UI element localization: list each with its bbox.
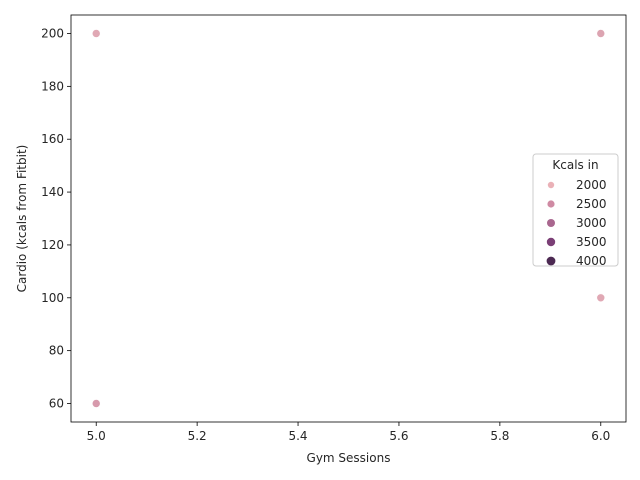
legend-label: 2500 — [576, 197, 607, 211]
legend-marker — [547, 200, 555, 208]
x-tick-label: 5.2 — [188, 429, 207, 443]
y-tick-label: 200 — [41, 27, 64, 41]
legend-title: Kcals in — [552, 158, 598, 172]
legend-marker — [547, 219, 555, 227]
x-axis-label: Gym Sessions — [307, 451, 391, 465]
legend-label: 3500 — [576, 235, 607, 249]
legend-label: 3000 — [576, 216, 607, 230]
legend-marker — [546, 256, 556, 266]
x-tick-label: 6.0 — [591, 429, 610, 443]
legend: Kcals in 2000 2500 3000 3500 4000 — [532, 153, 619, 268]
data-point — [596, 29, 606, 38]
y-tick-label: 100 — [41, 291, 64, 305]
x-axis: 5.0 5.2 5.4 5.6 5.8 6.0 — [87, 422, 610, 443]
y-tick-label: 160 — [41, 132, 64, 146]
points-layer — [91, 29, 606, 408]
y-tick-label: 180 — [41, 79, 64, 93]
plot-frame — [70, 14, 627, 423]
y-axis: 60 80 100 120 140 160 180 200 — [41, 27, 71, 411]
legend-entries: 2000 2500 3000 3500 4000 — [546, 178, 607, 268]
x-tick-label: 5.6 — [389, 429, 408, 443]
x-tick-label: 5.0 — [87, 429, 106, 443]
x-tick-label: 5.8 — [490, 429, 509, 443]
y-axis-label: Cardio (kcals from Fitbit) — [15, 145, 29, 293]
data-point — [596, 293, 606, 303]
data-point — [91, 399, 101, 408]
y-tick-label: 120 — [41, 238, 64, 252]
y-tick-label: 140 — [41, 185, 64, 199]
y-tick-label: 80 — [49, 344, 64, 358]
x-tick-label: 5.4 — [288, 429, 307, 443]
legend-label: 4000 — [576, 254, 607, 268]
legend-label: 2000 — [576, 178, 607, 192]
y-tick-label: 60 — [49, 397, 64, 411]
legend-marker — [547, 181, 555, 189]
legend-marker — [546, 237, 556, 247]
legend-box — [532, 153, 619, 267]
data-point — [91, 29, 101, 38]
